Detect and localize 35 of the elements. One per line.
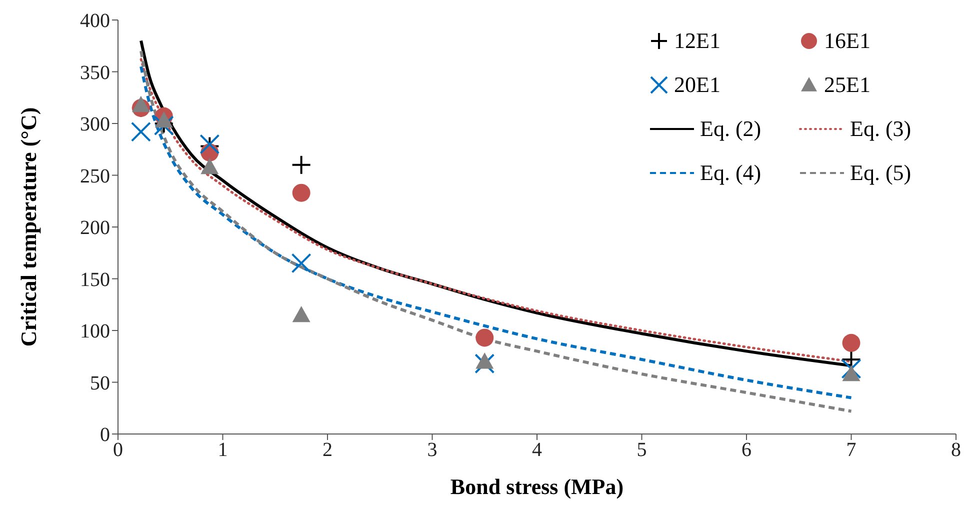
x-tick-label: 7 — [846, 439, 856, 462]
point — [200, 158, 219, 174]
legend-label: Eq. (5) — [850, 160, 912, 186]
legend-label: 12E1 — [674, 28, 720, 54]
legend-label: Eq. (3) — [850, 116, 912, 142]
point — [476, 352, 494, 369]
y-tick-label: 0 — [100, 424, 110, 446]
point — [292, 184, 310, 202]
y-tick-label: 300 — [80, 114, 110, 136]
point — [154, 111, 173, 128]
x-axis-title: Bond stress (MPa) — [450, 474, 624, 499]
x-tick-label: 5 — [636, 439, 647, 462]
point — [476, 328, 494, 347]
x-tick-label: 6 — [742, 439, 752, 462]
point — [842, 334, 860, 352]
legend-label: Eq. (4) — [700, 160, 762, 186]
y-tick-label: 150 — [80, 268, 110, 291]
legend-label: 25E1 — [824, 72, 870, 98]
x-tick-label: 8 — [951, 439, 961, 462]
x-tick-label: 1 — [218, 439, 228, 462]
y-tick-label: 100 — [80, 320, 110, 343]
y-tick-label: 200 — [80, 217, 110, 240]
x-tick-label: 3 — [427, 439, 438, 462]
x-tick-label: 2 — [322, 439, 332, 462]
legend-label: Eq. (2) — [700, 116, 762, 142]
y-axis-title: Critical temperature (°C) — [16, 107, 41, 347]
legend-label: 20E1 — [674, 72, 720, 98]
point — [292, 306, 310, 322]
y-tick-label: 250 — [80, 165, 110, 188]
legend-label: 16E1 — [824, 28, 870, 54]
y-tick-label: 350 — [80, 62, 110, 84]
y-tick-label: 400 — [80, 10, 110, 32]
x-tick-label: 4 — [532, 439, 542, 462]
point — [842, 364, 860, 382]
y-tick-label: 50 — [90, 372, 110, 394]
